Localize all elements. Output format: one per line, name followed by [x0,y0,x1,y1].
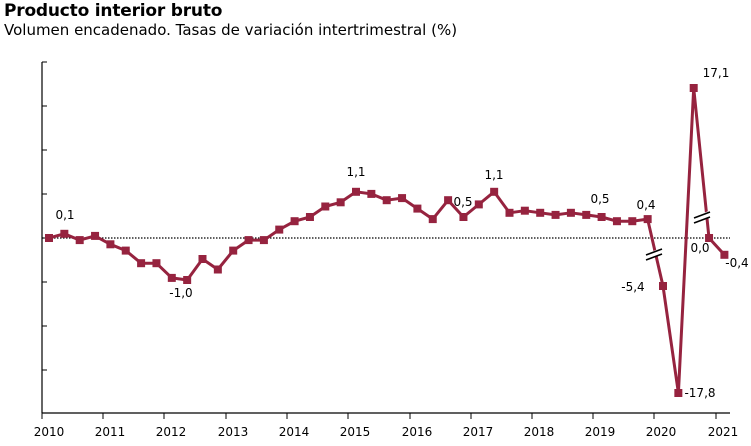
data-point-43 [705,234,714,242]
x-tick-label-2021: 2021 [708,425,739,439]
axis-break-mark [645,248,663,256]
data-point-3 [91,231,100,240]
data-point-28 [474,200,483,209]
data-point-10 [198,255,207,263]
data-point-1 [60,229,69,238]
data-point-33 [551,210,560,219]
data-label-40: -5,4 [621,280,644,294]
axis-break-gap [645,248,663,260]
data-label-39: 0,4 [636,198,655,212]
data-point-2 [75,236,84,245]
data-label-29: 1,1 [484,168,503,182]
data-label-44: -0,4 [725,256,748,270]
axis-break-gap [693,211,711,223]
data-point-36 [597,213,606,221]
data-point-23 [398,194,407,203]
data-label-41: -17,8 [684,386,715,400]
x-tick-label-2018: 2018 [524,425,555,439]
data-point-31 [520,206,529,215]
data-point-14 [259,236,268,245]
series-line [48,86,726,395]
data-point-16 [290,217,299,226]
data-point-17 [305,213,314,221]
data-point-4 [106,240,115,249]
data-label-26: 0,5 [453,195,472,209]
data-point-9 [183,276,192,284]
data-point-40 [659,282,667,290]
data-point-41 [674,389,683,397]
data-point-30 [505,208,514,217]
chart-axes: 2010 2011 2012 2013 2014 2015 2016 2017 2018 2019… [34,61,739,439]
data-label-1: 0,1 [55,208,74,222]
x-tick-label-2019: 2019 [585,425,616,439]
x-tick-label-2014: 2014 [279,425,310,439]
axis-break-mark [693,216,711,224]
data-point-6 [137,259,146,268]
data-point-12 [229,246,238,255]
data-label-36: 0,5 [590,192,609,206]
x-tick-label-2016: 2016 [402,425,433,439]
data-point-42 [689,84,698,92]
axis-break-mark [645,253,663,261]
data-point-24 [413,204,422,213]
data-point-26 [444,196,453,205]
x-tick-label-2013: 2013 [218,425,249,439]
data-point-11 [213,265,222,274]
chart-subtitle: Volumen encadenado. Tasas de variación i… [4,21,458,39]
data-point-35 [582,210,591,219]
data-point-7 [152,259,161,268]
data-label-9: -1,0 [169,286,192,300]
x-tick-label-2012: 2012 [156,425,187,439]
data-point-44 [720,250,729,259]
data-point-29 [490,187,499,196]
x-tick-label-2010: 2010 [34,425,65,439]
data-point-18 [321,202,330,211]
data-point-37 [612,217,621,226]
data-point-38 [628,217,637,226]
data-point-19 [336,198,345,207]
x-tick-label-2011: 2011 [95,425,126,439]
data-point-21 [367,189,376,198]
data-point-8 [167,273,176,282]
data-point-22 [382,196,391,205]
data-point-13 [244,236,253,245]
data-point-32 [536,208,545,217]
data-point-27 [459,213,468,221]
axis-break-mark [693,211,711,219]
data-point-5 [121,246,130,255]
data-point-25 [428,215,437,224]
data-point-15 [275,225,284,234]
data-point-20 [352,187,360,196]
data-point-34 [566,208,575,217]
x-tick-label-2020: 2020 [646,425,677,439]
data-label-20: 1,1 [346,165,365,179]
chart-title: Producto interior bruto [4,1,223,21]
data-labels-group: 0,1 -1,0 1,1 0,5 1,1 0,5 0,4 -5,4 -17,8 17,1 0,0 -0… [55,66,748,400]
data-point-0 [45,234,53,242]
data-point-39 [643,215,652,224]
series-group [45,84,729,397]
data-label-43: 0,0 [690,241,709,255]
x-tick-label-2015: 2015 [340,425,371,439]
data-label-42: 17,1 [703,66,730,80]
x-tick-label-2017: 2017 [463,425,494,439]
